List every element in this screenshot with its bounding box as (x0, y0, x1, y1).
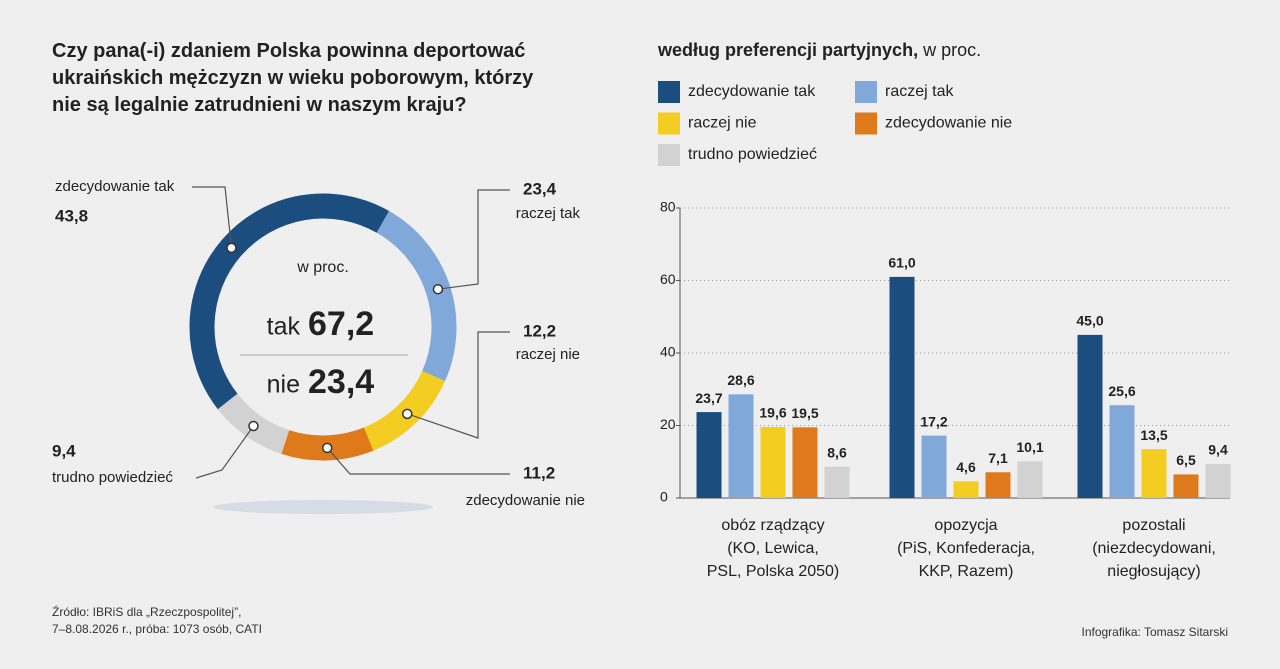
value-label: 8,6 (827, 445, 847, 461)
bar-unit: w proc. (923, 40, 982, 60)
x-tick-label: obóz rządzący (KO, Lewica, PSL, Polska 2… (706, 517, 840, 580)
legend-swatch (855, 112, 877, 135)
bar (985, 472, 1011, 498)
callout-dot (248, 420, 259, 432)
donut-segment (363, 370, 446, 451)
callout-line (192, 186, 233, 248)
callout-dot (226, 242, 237, 254)
category-label: zdecydowanie tak (55, 178, 175, 195)
credit: Infografika: Tomasz Sitarski (1081, 625, 1228, 639)
value-label: 9,4 (1208, 442, 1228, 458)
legend-label: raczej tak (885, 83, 954, 100)
callout-dot (432, 283, 444, 295)
y-tick-label: 0 (660, 489, 668, 505)
legend-label: raczej nie (688, 115, 757, 132)
callout-line (195, 425, 254, 479)
bar (921, 435, 947, 498)
callout-line (437, 189, 510, 290)
bar-title-block: według preferencji partyjnych, w proc. (658, 40, 981, 61)
category-label: zdecydowanie nie (466, 492, 585, 509)
value-label: 61,0 (888, 255, 915, 271)
category-label: raczej tak (516, 205, 581, 222)
pie-title: Czy pana(-i) zdaniem Polska powinna depo… (52, 40, 534, 116)
value-label: 6,5 (1176, 452, 1196, 468)
center-unit: w proc. (296, 259, 349, 276)
legend-label: trudno powiedzieć (688, 146, 817, 163)
bar-title: według preferencji partyjnych, (658, 40, 919, 60)
value-label: 19,6 (759, 405, 786, 421)
value-label: 10,1 (1016, 439, 1043, 455)
value-label: 45,0 (1076, 313, 1103, 329)
total-value: 67,2 (308, 305, 374, 343)
legend-swatch (658, 112, 680, 135)
bar (728, 394, 754, 498)
bar (824, 466, 850, 498)
y-tick-label: 60 (660, 271, 676, 287)
bar (792, 427, 818, 498)
callout-line (407, 331, 510, 439)
callout-line (326, 447, 510, 475)
total-value: 23,4 (308, 363, 374, 401)
y-tick-label: 80 (660, 199, 676, 215)
value-label: 25,6 (1108, 383, 1135, 399)
legend-label: zdecydowanie nie (885, 115, 1012, 132)
bar (1141, 449, 1167, 498)
bar (1109, 405, 1135, 498)
value-label: 4,6 (956, 459, 976, 475)
value-label: 23,4 (523, 179, 557, 198)
value-label: 43,8 (55, 206, 88, 225)
category-label: raczej nie (516, 346, 580, 363)
value-label: 17,2 (920, 413, 947, 429)
total-name: nie (267, 371, 300, 399)
value-label: 13,5 (1140, 427, 1167, 443)
donut-segment (376, 211, 457, 382)
bar (1205, 463, 1231, 498)
legend-label: zdecydowanie tak (688, 83, 816, 100)
legend-swatch (658, 144, 680, 166)
value-label: 11,2 (523, 463, 555, 482)
bar (760, 426, 786, 498)
callout-dot (321, 442, 333, 454)
bar (696, 412, 722, 498)
callout-dot (401, 408, 413, 420)
bar (1077, 334, 1103, 498)
legend-swatch (658, 81, 680, 103)
value-label: 7,1 (988, 450, 1008, 466)
x-tick-label: opozycja (PiS, Konfederacja, KKP, Razem) (897, 517, 1035, 580)
bar (953, 481, 979, 498)
value-label: 9,4 (52, 441, 76, 460)
bar (1017, 461, 1043, 498)
category-label: trudno powiedzieć (52, 469, 173, 486)
x-tick-label: pozostali (niezdecydowani, niegłosujący) (1092, 517, 1216, 580)
value-label: 23,7 (695, 390, 722, 406)
value-label: 28,6 (727, 372, 754, 388)
legend-swatch (855, 81, 877, 103)
total-name: tak (267, 313, 301, 341)
y-tick-label: 20 (660, 416, 676, 432)
y-tick-label: 40 (660, 344, 676, 360)
source: Źródło: IBRiS dla „Rzeczpospolitej”, 7–8… (52, 605, 262, 636)
bar (889, 276, 915, 498)
value-label: 19,5 (791, 405, 818, 421)
bar (1173, 474, 1199, 498)
shadow (213, 500, 433, 514)
value-label: 12,2 (523, 321, 556, 340)
